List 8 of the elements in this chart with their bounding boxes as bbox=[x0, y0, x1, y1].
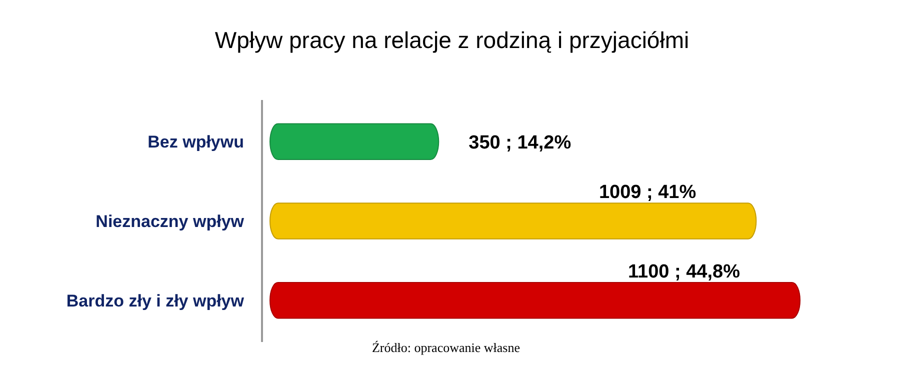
y-tick-label: Bardzo zły i zły wpływ bbox=[66, 291, 245, 310]
annotation: Źródło: opracowanie własne bbox=[372, 340, 520, 355]
y-tick-label: Nieznaczny wpływ bbox=[96, 212, 245, 231]
y-tick-label: Bez wpływu bbox=[148, 132, 244, 152]
data-label: 1100 ; 44,8% bbox=[628, 261, 740, 282]
data-label: 350 ; 14,2% bbox=[468, 132, 572, 154]
data-label: 1009 ; 41% bbox=[598, 182, 696, 204]
chart-title: Wpływ pracy na relacje z rodziną i przyjaciółmi bbox=[214, 27, 690, 53]
